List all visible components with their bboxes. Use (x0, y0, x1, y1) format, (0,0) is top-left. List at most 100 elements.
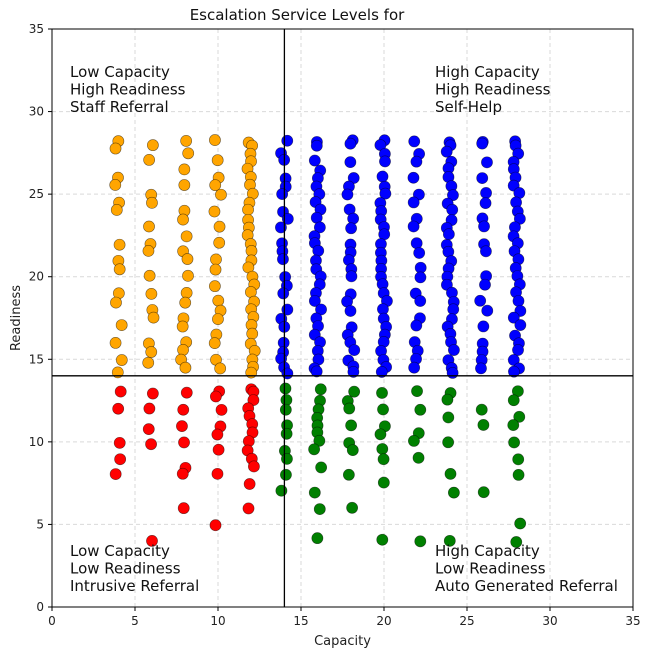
data-point (344, 137, 357, 150)
data-point (143, 154, 156, 166)
data-point (213, 220, 226, 233)
y-tick-label: 0 (36, 600, 44, 614)
data-point (376, 533, 389, 546)
x-tick-label: 10 (210, 614, 225, 628)
data-point (142, 356, 155, 369)
data-point (276, 188, 289, 200)
data-point (410, 319, 423, 332)
data-point (248, 460, 260, 473)
data-point (446, 203, 459, 216)
data-point (176, 420, 188, 433)
data-point (507, 354, 520, 366)
data-point (277, 287, 290, 300)
quadrant-label-bottom-left: Low Readiness (70, 560, 181, 578)
data-point (446, 366, 459, 379)
data-point (345, 222, 358, 235)
data-point (475, 403, 488, 416)
data-point (109, 179, 122, 191)
data-point (313, 434, 326, 447)
data-point (177, 502, 190, 515)
data-point (481, 304, 494, 317)
data-point (212, 313, 224, 326)
data-point (280, 427, 293, 440)
data-point (513, 410, 526, 423)
data-point (444, 467, 457, 480)
data-point (477, 486, 490, 499)
data-point (215, 403, 228, 416)
data-point (277, 253, 289, 266)
data-point (142, 244, 155, 257)
data-point (146, 387, 159, 400)
data-point (514, 319, 527, 331)
x-tick-label: 5 (131, 614, 139, 628)
data-point (208, 337, 221, 350)
data-point (344, 156, 357, 169)
data-point (476, 137, 489, 150)
data-point (479, 278, 491, 291)
data-point (208, 205, 221, 218)
data-point (114, 385, 127, 398)
data-point (512, 344, 524, 356)
data-point (477, 419, 490, 431)
data-point (214, 362, 227, 375)
data-point (113, 436, 126, 449)
data-point (345, 270, 358, 283)
data-point (442, 228, 455, 241)
quadrant-label-top-left: High Readiness (70, 81, 186, 99)
data-point (145, 346, 158, 358)
data-point (178, 436, 190, 449)
data-point (211, 467, 224, 480)
data-point (315, 461, 328, 474)
data-point (209, 179, 222, 192)
data-point (209, 263, 222, 276)
scatter-points (109, 134, 527, 548)
data-point (110, 204, 123, 216)
data-point (177, 343, 189, 356)
quadrant-label-top-right: High Capacity (435, 63, 540, 81)
data-point (179, 361, 192, 374)
data-point (447, 189, 459, 202)
data-point (109, 468, 122, 481)
data-point (308, 486, 321, 499)
data-point (507, 311, 520, 324)
data-point (377, 476, 390, 489)
y-tick-label: 10 (29, 435, 44, 449)
data-point (143, 220, 155, 233)
data-point (512, 469, 525, 481)
y-axis-label: Readiness (9, 285, 24, 351)
data-point (313, 503, 326, 515)
data-point (480, 187, 492, 199)
quadrant-label-bottom-right: High Capacity (435, 542, 540, 560)
data-point (209, 390, 222, 403)
data-point (176, 320, 189, 333)
data-point (414, 295, 427, 307)
data-point (182, 147, 195, 160)
data-point (408, 361, 421, 374)
data-point (246, 327, 259, 340)
data-point (407, 220, 420, 233)
data-point (308, 154, 321, 167)
data-point (279, 382, 292, 395)
data-point (379, 187, 392, 200)
data-point (376, 387, 388, 399)
data-point (342, 468, 355, 481)
data-point (413, 247, 426, 259)
data-point (279, 403, 292, 416)
data-point (115, 319, 128, 331)
data-point (308, 295, 321, 307)
data-point (178, 179, 191, 191)
data-point (375, 366, 388, 378)
data-point (443, 534, 456, 547)
data-point (345, 419, 358, 432)
data-point (213, 236, 226, 249)
data-point (343, 402, 356, 415)
data-point (208, 280, 221, 293)
data-point (414, 535, 427, 548)
data-point (374, 428, 387, 441)
data-point (145, 287, 158, 300)
data-point (313, 221, 326, 234)
x-tick-label: 15 (293, 614, 308, 628)
x-tick-label: 0 (48, 614, 56, 628)
data-point (143, 402, 156, 415)
